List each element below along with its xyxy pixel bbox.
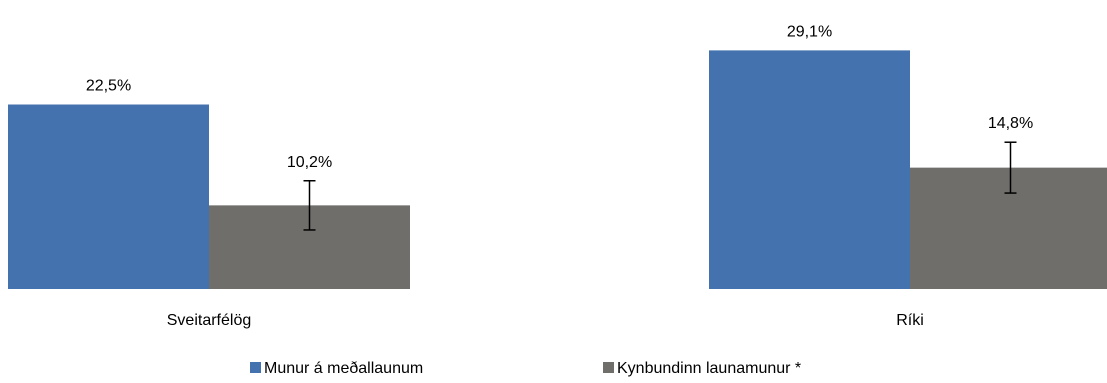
data-label-0-1: 29,1% xyxy=(787,23,832,40)
legend-label-1: Kynbundinn launamunur * xyxy=(617,360,801,377)
legend-swatch-0 xyxy=(250,362,261,373)
bar-kynbundinn-1 xyxy=(910,167,1107,289)
legend: Munur á meðallaunum Kynbundinn launamunur… xyxy=(250,360,801,377)
legend-swatch-1 xyxy=(603,362,614,373)
data-label-1-1: 14,8% xyxy=(988,115,1033,132)
legend-label-0: Munur á meðallaunum xyxy=(264,360,423,377)
data-label-1-0: 10,2% xyxy=(287,154,332,171)
bar-munur-1 xyxy=(709,50,910,289)
bar-munur-0 xyxy=(8,104,209,289)
bars-layer xyxy=(8,50,1107,289)
category-label-0: Sveitarfélög xyxy=(167,312,252,329)
data-label-0-0: 22,5% xyxy=(86,78,131,95)
error-bars-layer xyxy=(303,141,1017,231)
category-label-1: Ríki xyxy=(896,312,924,329)
data-labels-layer: 22,5% 10,2% 29,1% 14,8% xyxy=(86,23,1033,170)
category-labels-layer: Sveitarfélög Ríki xyxy=(167,312,924,329)
